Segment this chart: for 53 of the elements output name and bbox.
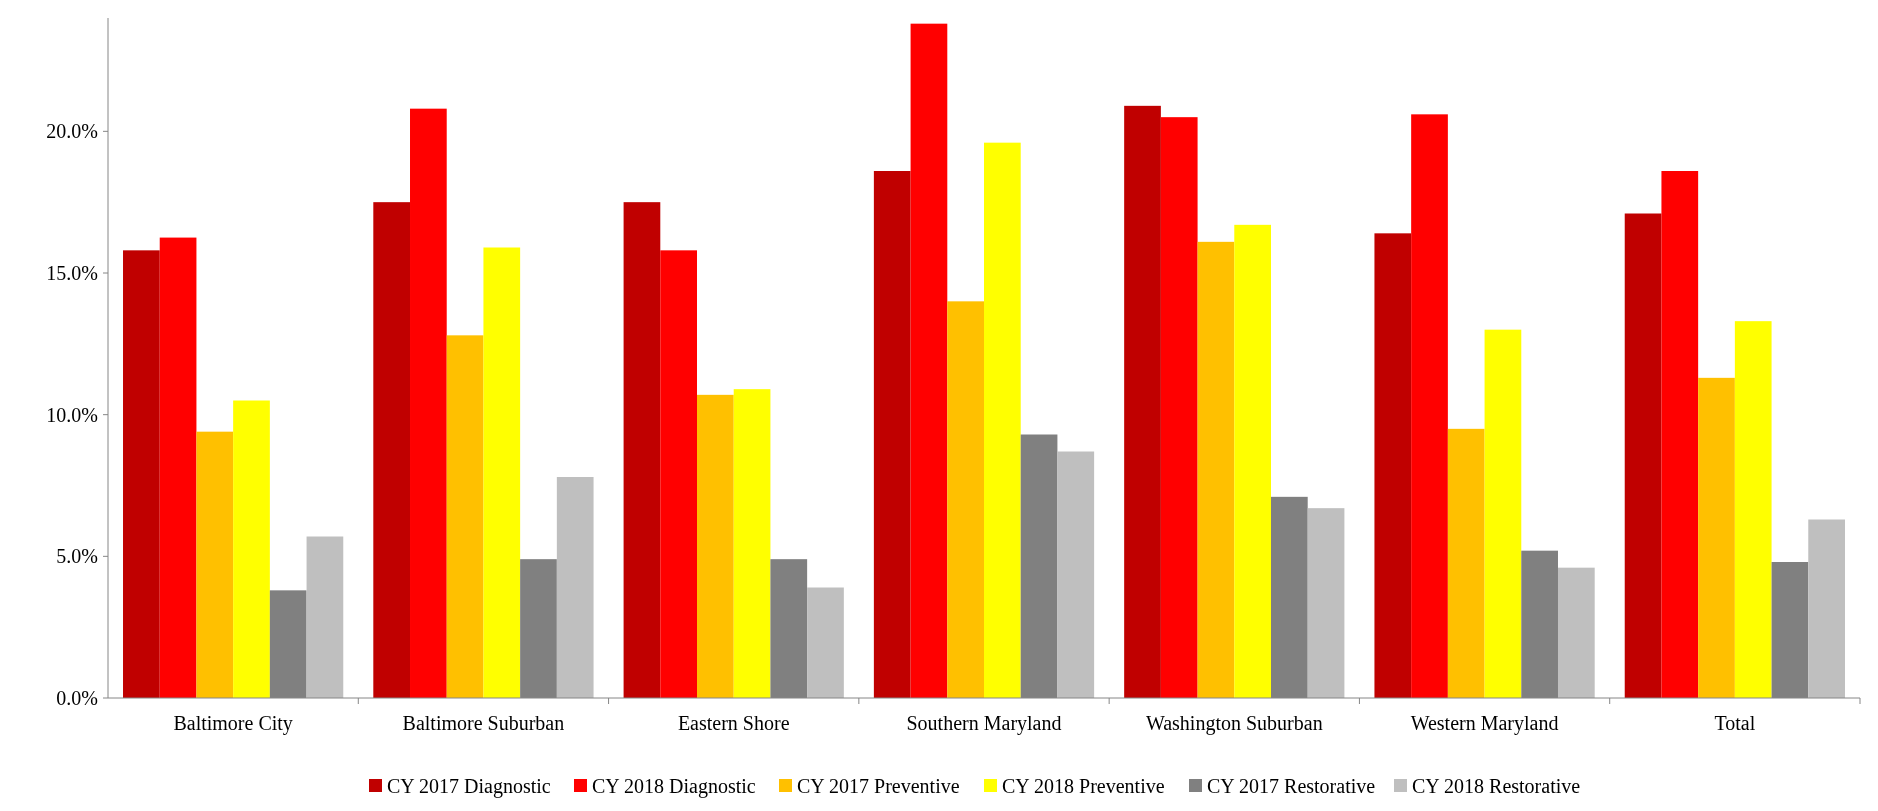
bar (123, 250, 160, 698)
bar (1374, 233, 1412, 698)
y-tick-label: 15.0% (46, 262, 98, 284)
bar (1484, 329, 1522, 698)
bar (1661, 171, 1699, 698)
bar (196, 431, 234, 698)
bar (373, 202, 411, 698)
bar (623, 202, 661, 698)
legend-label: CY 2017 Diagnostic (387, 775, 551, 798)
x-tick-label: Western Maryland (1410, 712, 1559, 735)
bar (410, 108, 447, 698)
bar (1057, 451, 1095, 698)
x-tick-label: Eastern Shore (677, 712, 790, 734)
bar (947, 301, 984, 698)
bar (807, 587, 844, 698)
legend-label: CY 2017 Preventive (797, 775, 960, 797)
bar (1734, 321, 1772, 698)
y-tick-label: 20.0% (46, 120, 98, 143)
bar (446, 335, 484, 698)
bar (1447, 428, 1485, 698)
bar (1160, 117, 1198, 698)
bar (1698, 377, 1735, 698)
bar (984, 142, 1021, 698)
bar (1234, 224, 1271, 698)
bar (873, 171, 911, 698)
bar (159, 237, 197, 698)
bar (733, 389, 771, 698)
y-tick-label: 5.0% (56, 545, 98, 568)
legend-label: CY 2018 Restorative (1412, 775, 1581, 797)
legend-label: CY 2017 Restorative (1207, 775, 1376, 797)
bar (1808, 519, 1845, 698)
y-tick-label: 10.0% (46, 403, 98, 426)
x-tick-label: Total (1714, 712, 1756, 734)
bar (1197, 241, 1235, 698)
bar (1557, 567, 1595, 698)
bar (1124, 105, 1161, 698)
x-tick-label: Washington Suburban (1145, 712, 1323, 735)
bar (660, 250, 698, 698)
bar (233, 400, 270, 698)
bar (1624, 213, 1662, 698)
bar (697, 394, 734, 698)
bar (910, 23, 948, 698)
legend-label: CY 2018 Diagnostic (592, 775, 756, 798)
legend-label: CY 2018 Preventive (1002, 775, 1165, 797)
x-tick-label: Baltimore City (173, 712, 293, 735)
bar (1411, 114, 1448, 698)
x-tick-label: Southern Maryland (906, 712, 1062, 735)
bar (1307, 508, 1345, 698)
bar (556, 477, 594, 698)
bar (483, 247, 521, 698)
y-tick-label: 0.0% (56, 687, 98, 709)
x-tick-label: Baltimore Suburban (402, 712, 565, 734)
bar (306, 536, 344, 698)
